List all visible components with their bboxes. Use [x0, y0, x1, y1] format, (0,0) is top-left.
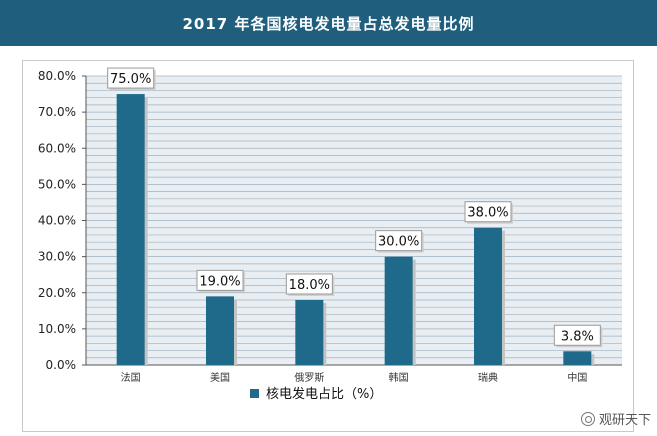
data-label-box — [553, 324, 601, 346]
x-tick-label: 韩国 — [389, 371, 409, 384]
data-label-box — [285, 273, 333, 295]
chart-title-text: 2017 年各国核电发电量占总发电量比例 — [182, 14, 475, 33]
y-tick-label: 70.0% — [38, 105, 76, 119]
y-tick-label: 40.0% — [38, 214, 76, 228]
data-label: 3.8% — [561, 329, 594, 344]
y-tick-label: 30.0% — [38, 250, 76, 264]
x-tick-label: 俄罗斯 — [294, 371, 324, 384]
data-label-box — [464, 201, 512, 223]
legend-swatch — [250, 389, 259, 398]
y-tick-label: 50.0% — [38, 177, 76, 191]
x-tick-label: 瑞典 — [478, 371, 498, 384]
data-label: 38.0% — [467, 206, 508, 221]
y-tick-label: 80.0% — [38, 69, 76, 83]
bar — [563, 351, 592, 365]
data-label-box — [196, 269, 244, 291]
x-tick-label: 法国 — [121, 371, 141, 384]
y-tick-label: 10.0% — [38, 322, 76, 336]
x-tick-label: 中国 — [567, 371, 587, 384]
bar — [474, 227, 502, 365]
data-label-box — [375, 230, 423, 252]
data-label-box — [107, 67, 155, 89]
y-tick-label: 0.0% — [46, 358, 77, 372]
x-tick-label: 美国 — [210, 371, 230, 384]
y-tick-label: 20.0% — [38, 286, 76, 300]
bar — [206, 296, 234, 365]
y-tick-label: 60.0% — [38, 141, 76, 155]
bar — [295, 299, 324, 365]
chart-title: 2017 年各国核电发电量占总发电量比例 — [0, 0, 657, 46]
data-label: 18.0% — [289, 278, 330, 293]
legend-label: 核电发电占比（%） — [266, 386, 382, 402]
data-label: 75.0% — [110, 72, 151, 87]
watermark: 观研天下 — [580, 409, 651, 428]
bar — [384, 256, 413, 365]
data-label: 19.0% — [199, 274, 240, 289]
watermark-text: 观研天下 — [598, 413, 651, 428]
wechat-icon — [580, 411, 595, 426]
bar — [116, 94, 145, 365]
data-label: 30.0% — [378, 235, 419, 250]
